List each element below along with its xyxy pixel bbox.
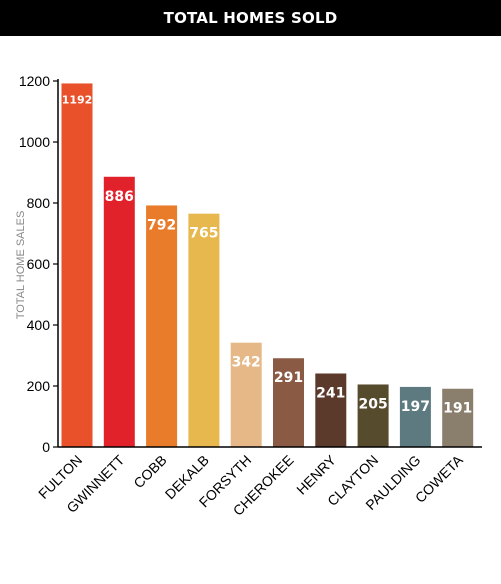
y-tick-label: 200 bbox=[27, 378, 51, 394]
x-tick-label: COWETA bbox=[412, 451, 466, 505]
y-tick-label: 1200 bbox=[19, 73, 50, 89]
bar-forsyth bbox=[230, 342, 262, 447]
y-tick-label: 0 bbox=[42, 439, 50, 455]
x-tick-label: COBB bbox=[130, 452, 169, 491]
bar-cherokee bbox=[273, 358, 304, 447]
bar-value-label: 792 bbox=[147, 217, 176, 233]
bar-value-label: 241 bbox=[316, 385, 345, 401]
bar-clayton bbox=[357, 384, 389, 447]
bar-value-label: 765 bbox=[189, 226, 218, 242]
y-axis-label: TOTAL HOME SALES bbox=[15, 211, 27, 320]
bar-value-label: 205 bbox=[358, 396, 387, 412]
chart-header: TOTAL HOMES SOLD bbox=[0, 0, 501, 36]
bar-dekalb bbox=[188, 213, 220, 447]
bar-value-label: 342 bbox=[232, 355, 261, 371]
bar-coweta bbox=[442, 388, 474, 447]
bar-value-label: 191 bbox=[443, 401, 472, 417]
bar-fulton bbox=[61, 83, 93, 447]
bar-value-label: 197 bbox=[401, 399, 430, 415]
chart-title: TOTAL HOMES SOLD bbox=[163, 9, 338, 27]
bar-value-label: 886 bbox=[105, 189, 134, 205]
y-tick-label: 600 bbox=[27, 256, 51, 272]
y-tick-label: 1000 bbox=[19, 134, 50, 150]
bar-value-label: 1192 bbox=[62, 93, 93, 106]
y-tick-label: 800 bbox=[27, 195, 51, 211]
bar-paulding bbox=[399, 386, 431, 447]
bar-value-label: 291 bbox=[274, 370, 303, 386]
bar-gwinnett bbox=[103, 176, 135, 447]
y-tick-label: 400 bbox=[27, 317, 51, 333]
bar-henry bbox=[315, 373, 347, 447]
bar-cobb bbox=[146, 205, 178, 447]
